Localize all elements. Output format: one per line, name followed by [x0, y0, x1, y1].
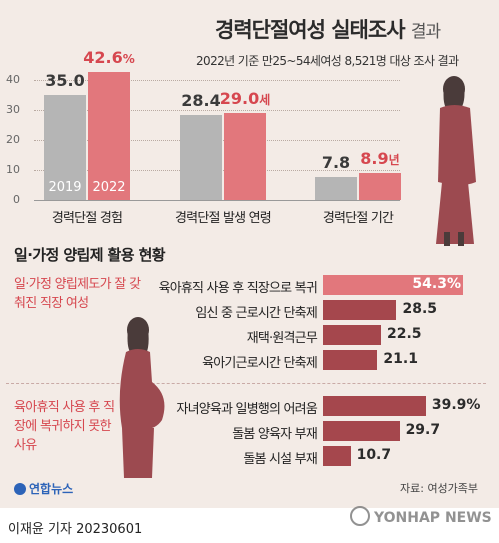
logo-icon — [14, 483, 26, 495]
bar — [323, 350, 378, 370]
group-label-2: 육아휴직 사용 후 직장에 복귀하지 못한 사유 — [14, 400, 115, 453]
gridline — [34, 80, 400, 81]
source-note: 자료: 여성가족부 — [400, 482, 479, 495]
title-main: 경력단절여성 실태조사 — [215, 18, 406, 42]
bar-value: 7.8 — [321, 152, 351, 172]
watermark-icon — [350, 506, 370, 526]
bar — [323, 325, 381, 345]
yonhap-logo: 연합뉴스 — [14, 480, 73, 497]
logo-text: 연합뉴스 — [29, 482, 74, 496]
bar-value: 42.6 — [83, 48, 123, 68]
category-label: 경력단절 기간 — [322, 211, 394, 226]
woman-silhouette-icon — [436, 76, 476, 246]
bar-category-label: 임신 중 근로시간 단축제 — [195, 306, 317, 321]
bar-value-label: 28.4 — [174, 91, 228, 110]
bar-value-label: 28.5 — [402, 301, 438, 317]
bar-value-label: 42.6% — [82, 48, 136, 67]
bar-value-label: 21.1 — [383, 351, 418, 367]
y-tick-label: 30 — [6, 103, 20, 116]
y-tick-label: 10 — [6, 163, 20, 176]
bar-category-label: 자녀양육과 일병행의 어려움 — [176, 402, 317, 417]
bar — [323, 396, 426, 416]
category-label: 경력단절 발생 연령 — [175, 211, 272, 226]
bar-value-label: 54.3% — [412, 276, 461, 292]
bar-value-label: 35.0 — [38, 71, 92, 90]
unit-label: % — [122, 52, 135, 67]
title-suffix: 결과 — [410, 22, 441, 42]
year-label: 2019 — [48, 180, 82, 195]
unit-label: 세 — [259, 93, 271, 107]
bar-value-label: 29.7 — [405, 422, 441, 438]
year-label: 2022 — [92, 180, 126, 195]
y-tick-label: 40 — [6, 73, 20, 86]
bar-category-label: 돌봄 양육자 부재 — [232, 427, 318, 442]
category-label: 경력단절 경험 — [51, 211, 123, 226]
bar-value-label: 7.8 — [309, 153, 363, 172]
divider — [6, 383, 486, 384]
bar — [323, 300, 397, 320]
bar-value: 28.4 — [181, 90, 221, 110]
gridline — [34, 200, 400, 201]
bar-category-label: 육아휴직 사용 후 직장으로 복귀 — [158, 281, 318, 296]
group-label-1: 일·가정 양립제도가 잘 갖춰진 직장 여성 — [14, 277, 141, 311]
pregnant-woman-icon — [119, 317, 165, 478]
bar-value-label: 29.0세 — [218, 89, 272, 108]
bar-category-label: 육아기근로시간 단축제 — [202, 356, 318, 371]
y-tick-label: 20 — [6, 133, 20, 146]
bar — [88, 72, 130, 200]
bar — [323, 421, 400, 441]
bar — [224, 113, 266, 200]
section-title: 일·가정 양립제 활용 현황 — [14, 246, 166, 264]
y-tick-label: 0 — [13, 193, 20, 206]
bar-value: 29.0 — [219, 89, 260, 108]
bar — [323, 275, 463, 295]
bar-category-label: 재택·원격근무 — [246, 331, 318, 346]
subtitle: 2022년 기준 만25~54세여성 8,521명 대상 조사 결과 — [196, 54, 459, 68]
footer-bar — [0, 508, 499, 543]
watermark: YONHAP NEWS — [350, 506, 492, 526]
bar-value-label: 8.9년 — [353, 149, 407, 168]
gridline — [34, 110, 400, 111]
byline: 이재윤 기자 20230601 — [8, 522, 143, 537]
watermark-text: YONHAP NEWS — [374, 510, 492, 526]
bar — [315, 176, 357, 200]
bar-value: 35.0 — [45, 71, 85, 90]
bar-value-label: 22.5 — [387, 326, 422, 342]
bar — [359, 173, 401, 200]
bar — [44, 95, 86, 200]
bar-category-label: 돌봄 시설 부재 — [243, 452, 317, 467]
unit-label: 년 — [388, 153, 400, 168]
bar-value: 8.9 — [360, 149, 389, 169]
bar-value-label: 10.7 — [356, 447, 392, 463]
bar — [180, 114, 222, 200]
page-title: 경력단절여성 실태조사 결과 — [215, 14, 441, 44]
bar-value-label: 39.9% — [431, 397, 481, 413]
bar — [323, 446, 351, 466]
